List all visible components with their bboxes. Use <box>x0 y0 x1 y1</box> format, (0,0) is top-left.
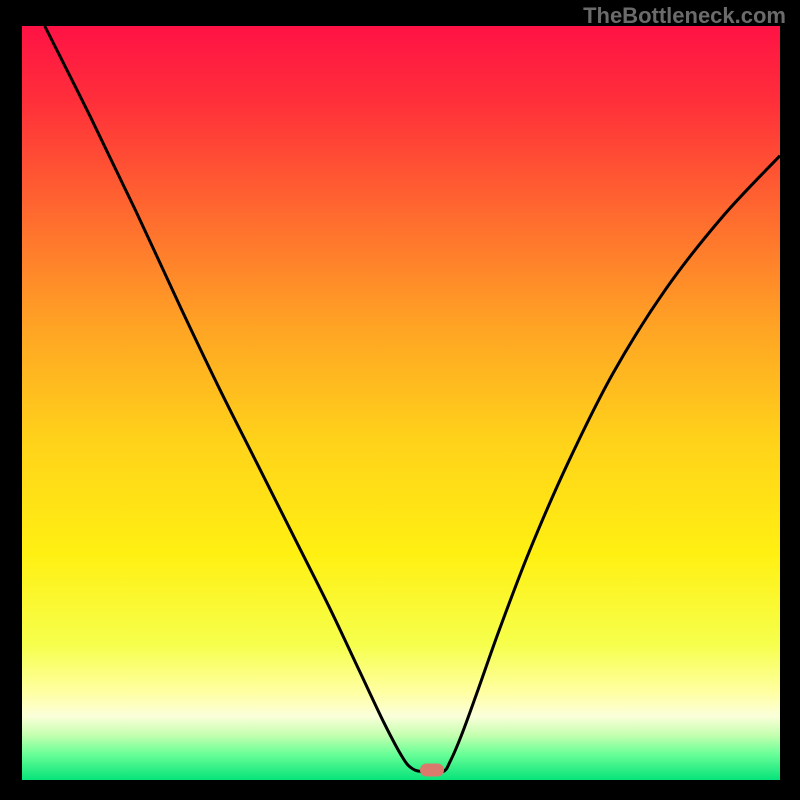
watermark-text: TheBottleneck.com <box>583 3 786 29</box>
chart-container: TheBottleneck.com <box>0 0 800 800</box>
optimum-marker <box>420 764 444 777</box>
gradient-background <box>22 26 780 780</box>
plot-area <box>22 26 780 780</box>
